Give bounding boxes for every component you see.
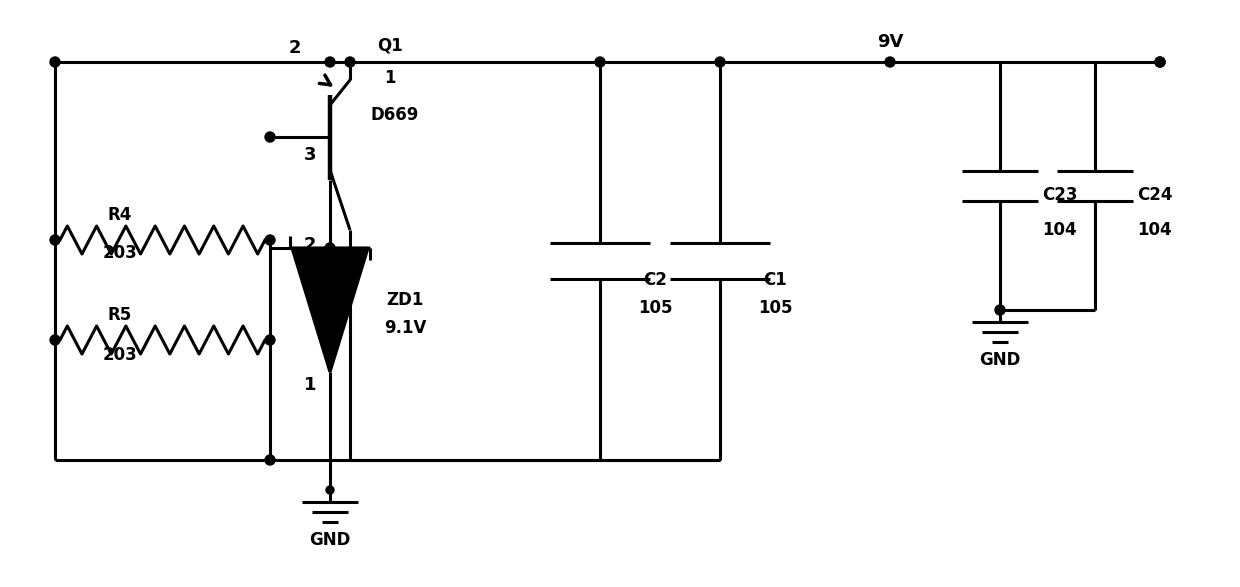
Text: 203: 203 bbox=[103, 244, 138, 262]
Circle shape bbox=[50, 335, 60, 345]
Circle shape bbox=[265, 335, 275, 345]
Text: 9V: 9V bbox=[877, 33, 903, 51]
Text: 3: 3 bbox=[304, 146, 316, 164]
Text: C1: C1 bbox=[763, 271, 787, 289]
Circle shape bbox=[265, 455, 275, 465]
Text: 203: 203 bbox=[103, 346, 138, 364]
Text: Q1: Q1 bbox=[377, 36, 403, 54]
Circle shape bbox=[885, 57, 895, 67]
Text: 104: 104 bbox=[1042, 221, 1076, 239]
Text: GND: GND bbox=[309, 531, 351, 549]
Text: ZD1: ZD1 bbox=[387, 291, 424, 309]
Text: C23: C23 bbox=[1042, 186, 1078, 204]
Circle shape bbox=[996, 306, 1004, 314]
Circle shape bbox=[265, 235, 275, 245]
Text: 2: 2 bbox=[289, 39, 301, 57]
Text: C2: C2 bbox=[644, 271, 667, 289]
Text: R5: R5 bbox=[108, 306, 133, 324]
Circle shape bbox=[345, 57, 355, 67]
Text: 105: 105 bbox=[758, 299, 792, 317]
Circle shape bbox=[50, 235, 60, 245]
Circle shape bbox=[715, 57, 725, 67]
Circle shape bbox=[326, 486, 334, 494]
Text: 105: 105 bbox=[637, 299, 672, 317]
Polygon shape bbox=[291, 248, 368, 372]
Circle shape bbox=[1154, 57, 1166, 67]
Circle shape bbox=[1154, 57, 1166, 67]
Circle shape bbox=[325, 243, 335, 253]
Text: 1: 1 bbox=[304, 376, 316, 394]
Text: C24: C24 bbox=[1137, 186, 1173, 204]
Circle shape bbox=[265, 132, 275, 142]
Text: 1: 1 bbox=[384, 69, 396, 87]
Text: 104: 104 bbox=[1137, 221, 1172, 239]
Circle shape bbox=[595, 57, 605, 67]
Text: R4: R4 bbox=[108, 206, 133, 224]
Text: 9.1V: 9.1V bbox=[384, 319, 427, 337]
Circle shape bbox=[50, 57, 60, 67]
Text: GND: GND bbox=[980, 351, 1021, 369]
Text: 2: 2 bbox=[304, 236, 316, 254]
Circle shape bbox=[994, 305, 1004, 315]
Text: D669: D669 bbox=[371, 106, 419, 124]
Circle shape bbox=[325, 57, 335, 67]
